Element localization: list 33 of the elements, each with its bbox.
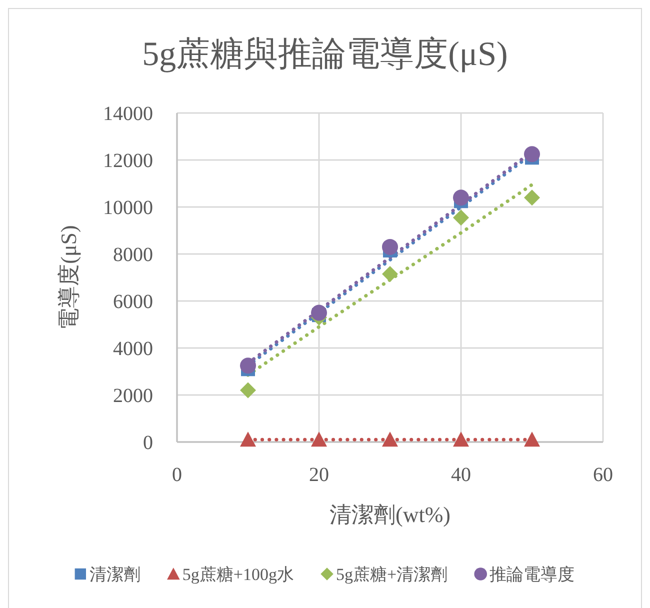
y-tick-label: 0 [143,432,153,454]
point [311,304,327,321]
legend-label: 推論電導度 [490,565,575,584]
point [524,146,540,162]
point [453,432,469,447]
legend-label: 5g蔗糖+100g水 [182,565,294,584]
point [524,190,540,206]
point [240,358,256,374]
x-tick-label: 60 [593,464,613,486]
y-axis-title: 電導度(μS) [56,225,81,330]
chart-title: 5g蔗糖與推論電導度(μS) [142,36,508,73]
point [240,432,256,447]
x-tick-label: 20 [309,464,329,486]
legend-label: 5g蔗糖+清潔劑 [336,565,448,584]
y-tick-label: 14000 [103,103,153,125]
point [240,382,256,398]
legend-label: 清潔劑 [89,565,140,584]
x-tick-label: 40 [451,464,471,486]
point [524,432,540,447]
point [453,210,469,226]
y-tick-label: 2000 [113,385,153,407]
y-tick-label: 4000 [113,338,153,360]
x-axis-title: 清潔劑(wt%) [330,502,450,527]
y-tick-label: 6000 [113,291,153,313]
y-tick-label: 8000 [113,244,153,266]
point [382,266,398,282]
point [311,432,327,447]
point [382,432,398,447]
point [453,190,469,206]
y-tick-label: 10000 [103,197,153,219]
y-tick-label: 12000 [103,150,153,172]
x-tick-label: 0 [172,464,182,486]
point [382,238,398,255]
